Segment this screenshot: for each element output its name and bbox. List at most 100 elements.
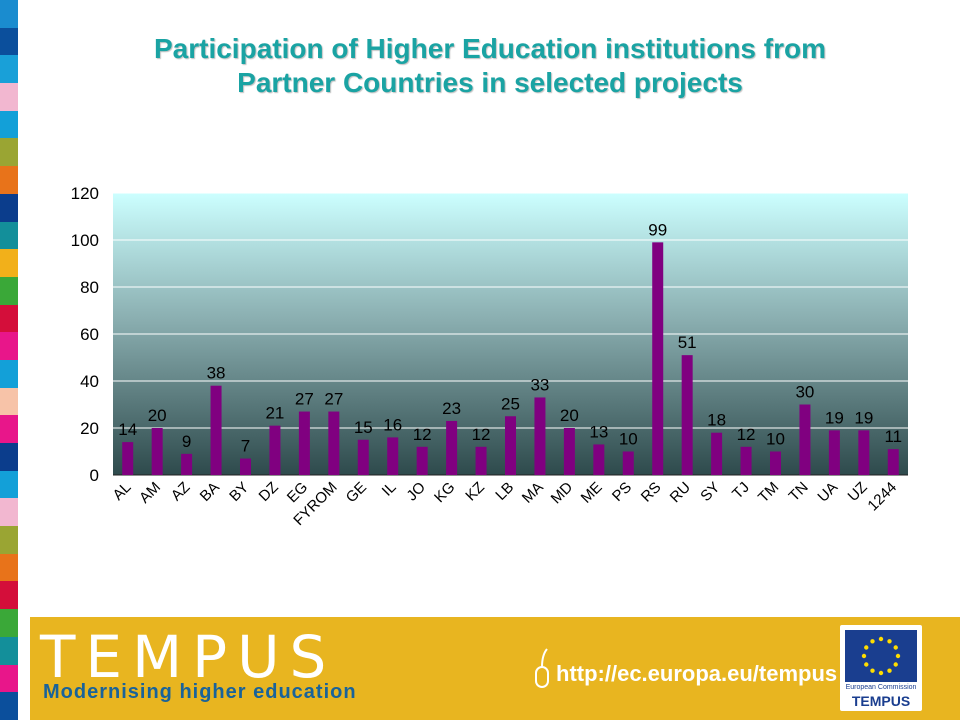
bar <box>269 425 281 475</box>
star-icon <box>895 653 901 659</box>
slide-title: Participation of Higher Education instit… <box>40 32 940 100</box>
stripe-segment <box>0 0 18 28</box>
x-tick-label: TM <box>755 479 782 506</box>
x-tick-label: AZ <box>168 479 194 505</box>
bar <box>446 420 458 475</box>
stripe-segment <box>0 498 18 527</box>
star-icon <box>893 662 898 667</box>
data-label: 38 <box>207 364 226 383</box>
data-label: 18 <box>707 411 726 430</box>
mouse-cursor-icon <box>535 648 549 688</box>
data-label: 25 <box>501 394 520 413</box>
x-tick-label: RS <box>638 479 665 506</box>
bar <box>475 446 487 475</box>
data-label: 13 <box>589 422 608 441</box>
stripe-segment <box>0 636 18 665</box>
star-icon <box>864 645 869 650</box>
star-icon <box>878 670 884 676</box>
data-label: 10 <box>619 430 638 449</box>
stripe-segment <box>0 443 18 471</box>
bar <box>328 411 340 475</box>
data-label: 11 <box>884 427 902 446</box>
stripe-segment <box>0 83 18 111</box>
star-icon <box>893 645 898 650</box>
x-tick-label: ME <box>578 479 606 507</box>
x-tick-label: DZ <box>256 479 282 505</box>
bar <box>563 428 575 475</box>
bar <box>505 416 516 475</box>
stripe-segment <box>0 664 18 693</box>
bar <box>711 432 723 475</box>
data-label: 20 <box>560 406 579 425</box>
data-label: 30 <box>795 383 814 402</box>
data-label: 27 <box>324 390 343 409</box>
stripe-segment <box>0 138 18 167</box>
x-tick-label: AM <box>136 479 164 507</box>
stripe-segment <box>0 221 18 250</box>
stripe-segment <box>0 609 18 637</box>
data-labels: 14 20 9 38 7 21 27 27 15 16 12 23 12 25 33 20 13 10 99 51 18… <box>118 220 902 455</box>
ec-program-label: TEMPUS <box>851 693 911 709</box>
bar-chart: 0 20 40 60 80 100 120 14 20 9 38 7 21 27 27 15 16 12 23 12… <box>71 184 908 529</box>
bar <box>534 397 546 475</box>
data-label: 99 <box>648 220 667 239</box>
x-tick-label: BA <box>197 479 223 505</box>
bar-series <box>122 242 899 475</box>
decorative-color-stripe <box>0 0 18 720</box>
stripe-segment <box>0 332 18 360</box>
bar <box>240 458 251 475</box>
data-label: 12 <box>737 425 756 444</box>
stripe-segment <box>0 359 18 388</box>
stripe-segment <box>0 415 18 443</box>
x-tick-label: IL <box>379 479 400 500</box>
x-tick-label: MA <box>519 479 547 507</box>
footer-banner: TEMPUS Modernising higher education http… <box>30 617 960 720</box>
data-label: 19 <box>854 408 873 427</box>
bar <box>122 442 134 475</box>
star-icon <box>864 662 869 667</box>
tagline: Modernising higher education <box>43 681 357 703</box>
x-tick-label: MD <box>548 479 577 508</box>
data-label: 21 <box>265 404 284 423</box>
star-icon <box>870 639 875 644</box>
stripe-segment <box>0 581 18 610</box>
y-tick-label: 120 <box>71 184 99 203</box>
y-tick-label: 0 <box>90 466 99 485</box>
eu-flag-icon <box>845 630 917 682</box>
x-tick-label: SY <box>697 479 723 505</box>
x-tick-label: UA <box>814 479 841 506</box>
slide-title-line-1: Participation of Higher Education instit… <box>153 33 826 64</box>
bar <box>828 430 840 475</box>
data-label: 14 <box>118 420 137 439</box>
website-link[interactable]: http://ec.europa.eu/tempus <box>556 661 838 686</box>
stripe-segment <box>0 249 18 277</box>
stripe-segment <box>0 55 18 84</box>
bar <box>799 404 811 475</box>
bar <box>887 449 899 475</box>
stripe-segment <box>0 166 18 194</box>
stripe-segment <box>0 193 18 222</box>
x-tick-label: JO <box>403 479 429 505</box>
bar <box>740 446 752 475</box>
data-label: 15 <box>354 418 373 437</box>
slide-title-line-2: Partner Countries in selected projects <box>237 67 743 98</box>
x-tick-label: TJ <box>729 479 753 503</box>
data-label: 16 <box>383 415 402 434</box>
star-icon <box>887 668 892 673</box>
y-tick-label: 80 <box>80 278 99 297</box>
data-label: 9 <box>182 432 191 451</box>
bar <box>622 451 634 475</box>
bar <box>210 385 222 475</box>
data-label: 27 <box>295 390 314 409</box>
y-tick-label: 20 <box>80 419 99 438</box>
data-label: 7 <box>241 437 250 456</box>
data-label: 23 <box>442 399 461 418</box>
tempus-logo-text: TEMPUS <box>40 623 337 691</box>
data-label: 19 <box>825 408 844 427</box>
bar <box>387 437 399 475</box>
stripe-segment <box>0 692 18 720</box>
y-tick-label: 100 <box>71 231 99 250</box>
bar <box>357 439 369 475</box>
stripe-segment <box>0 526 18 554</box>
